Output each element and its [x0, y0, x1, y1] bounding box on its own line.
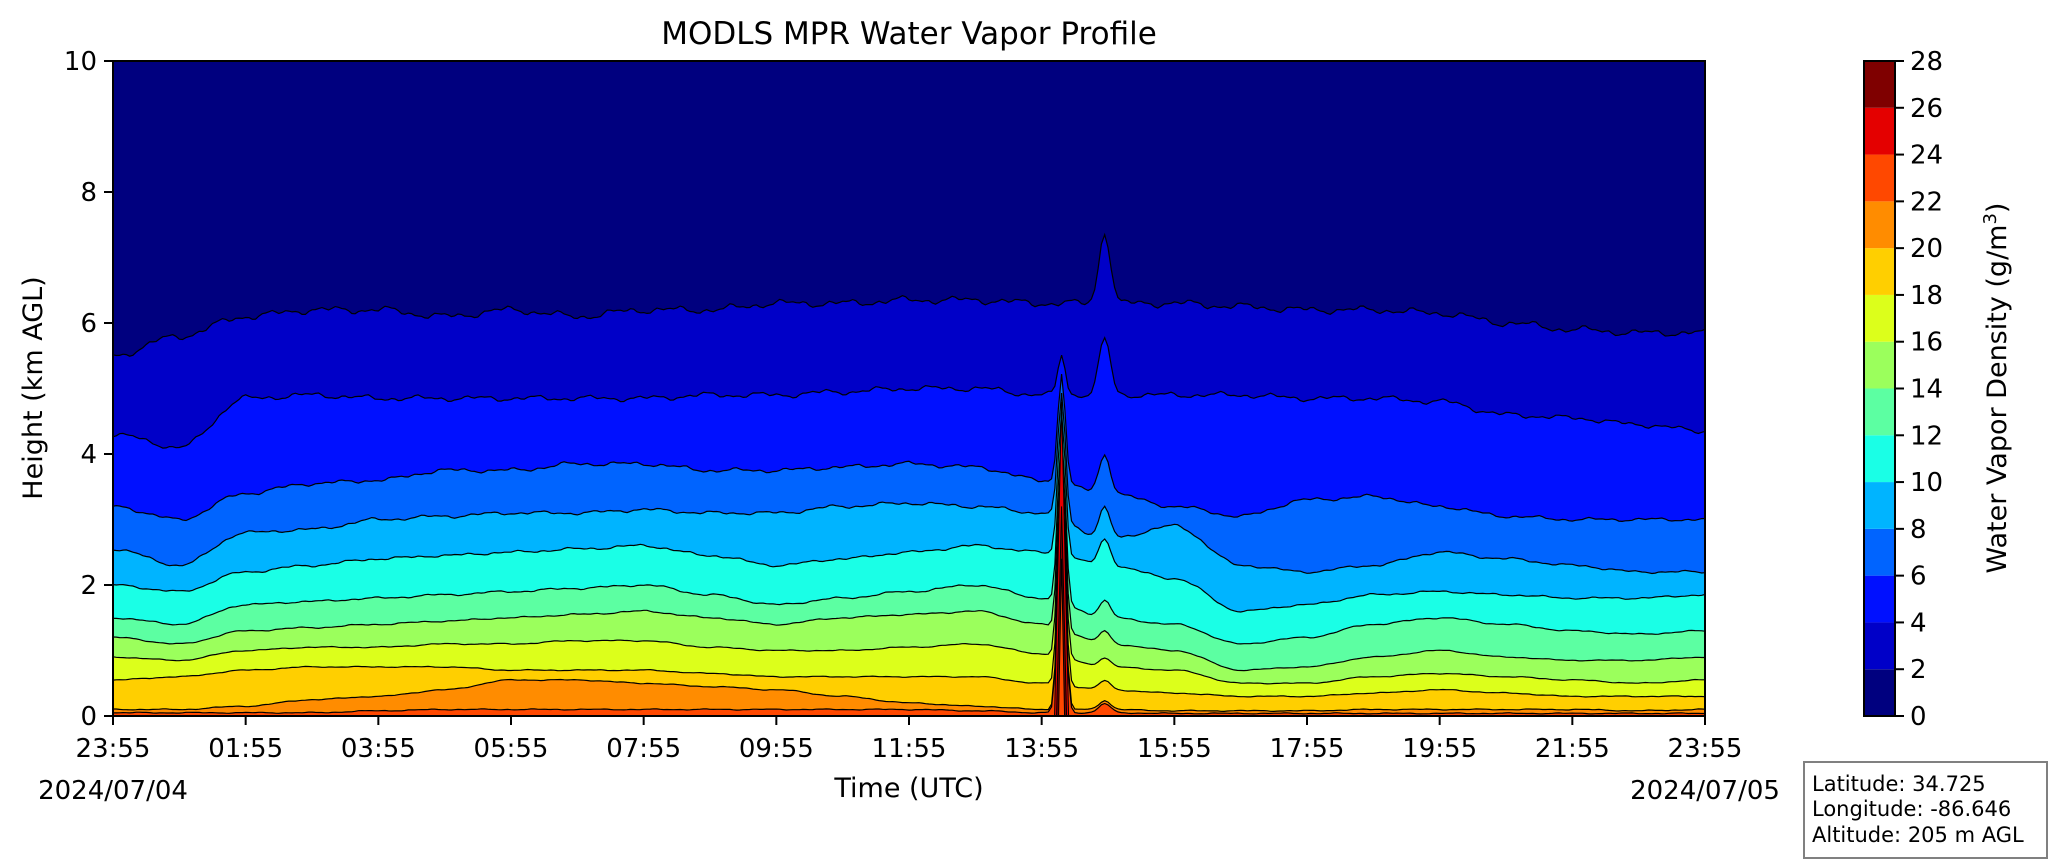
- location-info-box: Latitude: 34.725 Longitude: -86.646 Alti…: [1803, 761, 2048, 859]
- colorbar-segment: [1864, 388, 1895, 436]
- y-tick-label: 6: [80, 309, 97, 339]
- x-tick-label: 15:55: [1137, 734, 1212, 764]
- contour-line-6: [113, 374, 1705, 523]
- x-tick-label: 23:55: [76, 734, 151, 764]
- contour-line-16: [113, 469, 1705, 685]
- y-tick-label: 8: [80, 178, 97, 208]
- colorbar-segment: [1864, 435, 1895, 483]
- end-date-label: 2024/07/05: [1630, 776, 1780, 806]
- x-tick-label: 17:55: [1270, 734, 1345, 764]
- colorbar-tick-label: 16: [1910, 328, 1943, 358]
- y-tick-label: 0: [80, 702, 97, 732]
- colorbar-tick-label: 6: [1910, 562, 1927, 592]
- colorbar-segment: [1864, 575, 1895, 623]
- x-tick-label: 07:55: [606, 734, 681, 764]
- colorbar-segment: [1864, 154, 1895, 202]
- altitude-text: Altitude: 205 m AGL: [1812, 823, 2024, 847]
- colorbar-segment: [1864, 341, 1895, 389]
- start-date-label: 2024/07/04: [38, 776, 188, 806]
- band-16-18: [113, 469, 1705, 716]
- colorbar-tick-label: 18: [1910, 281, 1943, 311]
- contour-line-8: [113, 393, 1705, 575]
- x-tick-label: 11:55: [872, 734, 947, 764]
- contour-line-20: [113, 507, 1705, 713]
- colorbar-tick-label: 28: [1910, 47, 1943, 77]
- longitude-text: Longitude: -86.646: [1812, 797, 2011, 821]
- colorbar-label: Water Vapor Density (g/m3): [1980, 203, 2013, 574]
- band-18-20: [113, 488, 1705, 716]
- x-tick-label: 09:55: [739, 734, 814, 764]
- colorbar-tick-label: 20: [1910, 234, 1943, 264]
- colorbar-tick-label: 14: [1910, 375, 1943, 405]
- y-axis-label: Height (km AGL): [18, 276, 49, 499]
- chart-title: MODLS MPR Water Vapor Profile: [661, 16, 1157, 52]
- contour-line-14: [113, 450, 1705, 672]
- colorbar-tick-label: 0: [1910, 702, 1927, 732]
- x-tick-label: 13:55: [1004, 734, 1079, 764]
- contour-line-12: [113, 431, 1705, 645]
- colorbar-segment: [1864, 622, 1895, 670]
- x-tick-label: 21:55: [1535, 734, 1610, 764]
- colorbar-segment: [1864, 294, 1895, 342]
- x-axis-label: Time (UTC): [833, 773, 983, 804]
- colorbar-segment: [1864, 248, 1895, 295]
- x-tick-label: 19:55: [1402, 734, 1477, 764]
- x-tick-label: 01:55: [208, 734, 283, 764]
- y-tick-label: 4: [80, 440, 97, 470]
- contour-line-2: [113, 232, 1705, 357]
- contour-line-18: [113, 488, 1705, 698]
- colorbar-segment: [1864, 528, 1895, 576]
- x-tick-label: 03:55: [341, 734, 416, 764]
- x-tick-label: 05:55: [474, 734, 549, 764]
- colorbar-segment: [1864, 107, 1895, 155]
- contour-line-4: [113, 336, 1705, 449]
- colorbar-segment: [1864, 61, 1895, 108]
- colorbar-segment: [1864, 482, 1895, 529]
- contour-line-22: [113, 525, 1705, 715]
- latitude-text: Latitude: 34.725: [1812, 772, 1986, 796]
- colorbar-segment: [1864, 201, 1895, 249]
- colorbar-tick-label: 12: [1910, 421, 1943, 451]
- colorbar-tick-label: 8: [1910, 515, 1927, 545]
- colorbar-segment: [1864, 669, 1895, 716]
- colorbar-tick-label: 4: [1910, 608, 1927, 638]
- plot-area: [113, 61, 1705, 716]
- x-axis: 23:55 01:55 03:55 05:55 07:55 09:55 11:55 13:55…: [76, 716, 1743, 764]
- colorbar-tick-label: 26: [1910, 94, 1943, 124]
- colorbar-tick-label: 24: [1910, 141, 1943, 171]
- contour-line-10: [113, 412, 1705, 613]
- colorbar-tick-label: 22: [1910, 187, 1943, 217]
- storm-spike-core-2: [1058, 558, 1066, 716]
- colorbar-tick-label: 2: [1910, 655, 1927, 685]
- y-axis: 0 2 4 6 8 10: [64, 47, 113, 732]
- colorbar-tick-label: 10: [1910, 468, 1943, 498]
- x-tick-label: 23:55: [1668, 734, 1743, 764]
- y-tick-label: 10: [64, 47, 97, 77]
- y-tick-label: 2: [80, 571, 97, 601]
